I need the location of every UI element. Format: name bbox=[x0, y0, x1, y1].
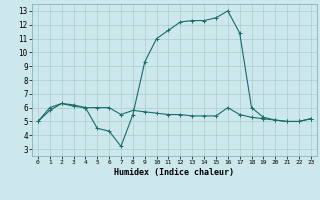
X-axis label: Humidex (Indice chaleur): Humidex (Indice chaleur) bbox=[115, 168, 234, 177]
